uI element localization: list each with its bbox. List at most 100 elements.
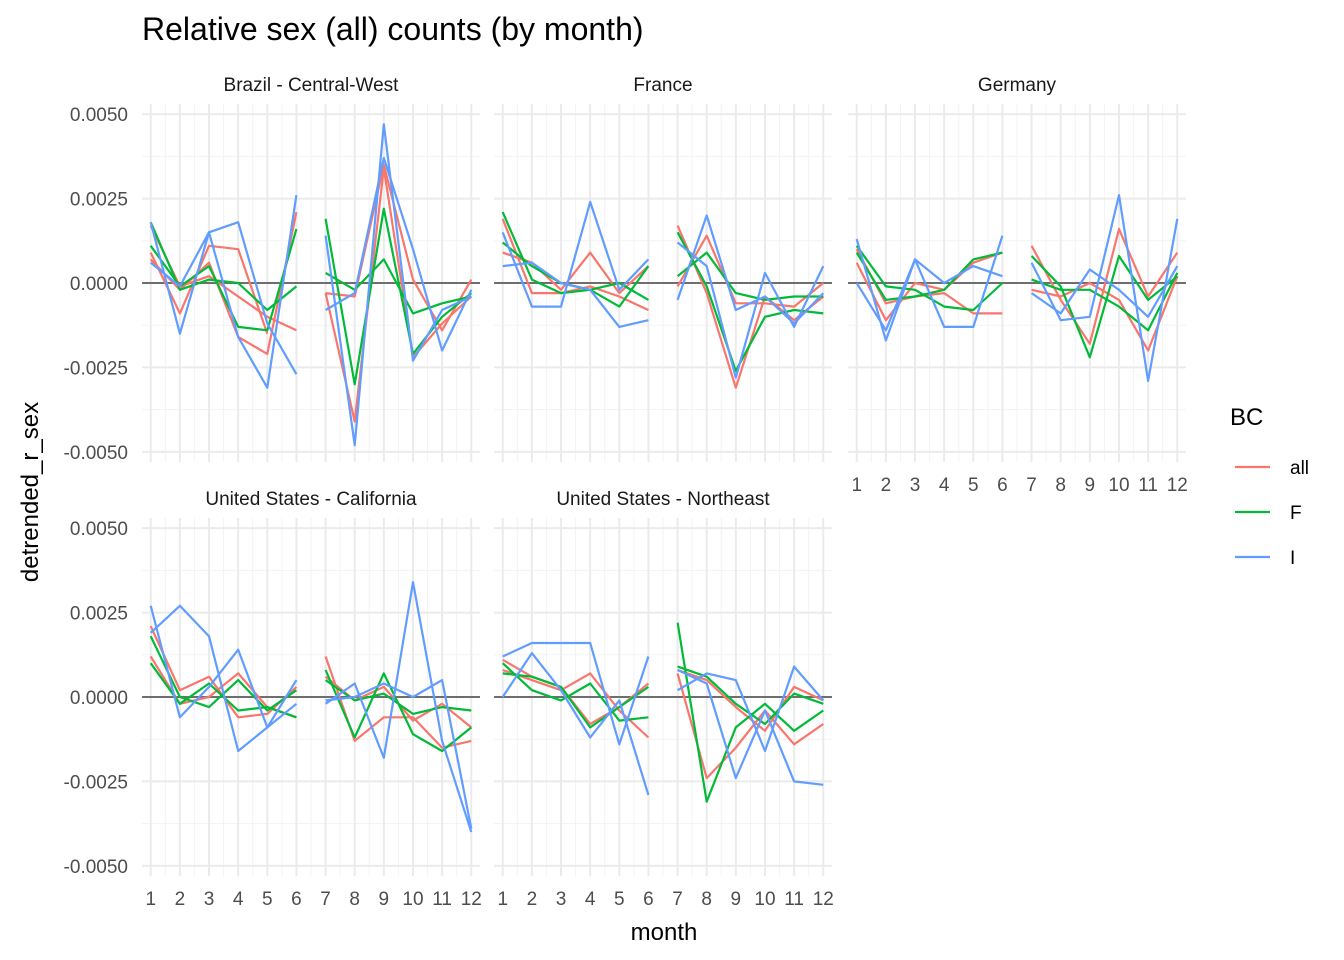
legend-label: I	[1290, 548, 1295, 569]
x-tick-label: 12	[461, 889, 482, 910]
x-tick-label: 6	[997, 475, 1008, 496]
x-tick-label: 6	[643, 889, 654, 910]
series-line-I	[325, 679, 473, 829]
series-line-I	[502, 261, 649, 328]
x-tick-label: 2	[175, 889, 186, 910]
series-line-all	[677, 668, 824, 732]
x-tick-label: 10	[754, 889, 775, 910]
x-tick-label: 11	[1138, 475, 1158, 496]
facet-panel: United States - California 0.0050 0.0025 0.…	[64, 489, 482, 910]
series-line-F	[1031, 272, 1179, 332]
series-line-I	[325, 156, 473, 352]
series-line-F	[501, 662, 649, 722]
series-line-I	[149, 605, 298, 729]
x-tick-label: 2	[881, 475, 892, 496]
facet-panels: Brazil - Central-West 0.0050 0.0025 0.0000 -…	[64, 75, 1188, 910]
x-tick-label: 9	[731, 889, 742, 910]
series-line-all	[1030, 227, 1179, 345]
series-line-I	[324, 123, 472, 447]
x-tick-label: 7	[320, 889, 331, 910]
x-tick-label: 12	[1167, 475, 1188, 496]
series-line-I	[677, 665, 825, 753]
series-line-I	[324, 581, 473, 833]
x-tick-label: 4	[233, 889, 244, 910]
facet-title: United States - Northeast	[556, 489, 770, 510]
x-tick-label: 3	[910, 475, 921, 496]
x-tick-label: 5	[614, 889, 625, 910]
legend-label: all	[1290, 458, 1309, 479]
legend: BC all F I	[1230, 404, 1309, 569]
x-tick-label: 1	[497, 889, 508, 910]
x-tick-label: 5	[968, 475, 979, 496]
series-line-I	[855, 258, 1003, 332]
series-line-F	[855, 245, 1004, 312]
facet-panel: France	[494, 75, 832, 462]
x-tick-label: 2	[527, 889, 538, 910]
x-tick-label: 1	[145, 889, 156, 910]
x-tick-label: 10	[1108, 475, 1129, 496]
x-tick-label: 11	[432, 889, 452, 910]
series-line-all	[1031, 275, 1179, 352]
x-tick-label: 3	[556, 889, 567, 910]
facet-title: France	[633, 75, 692, 96]
x-axis-title: month	[631, 919, 698, 946]
y-tick-label: 0.0050	[70, 519, 128, 540]
legend-title: BC	[1230, 404, 1263, 431]
series-line-F	[676, 251, 824, 301]
series-line-I	[676, 241, 825, 379]
x-tick-label: 7	[1026, 475, 1037, 496]
x-tick-label: 1	[851, 475, 862, 496]
series-line-I	[676, 214, 825, 325]
series-line-I	[502, 641, 650, 746]
series-line-all	[676, 673, 824, 780]
legend-label: F	[1290, 503, 1302, 524]
series-line-I	[501, 652, 650, 796]
series-line-I	[149, 195, 298, 389]
y-tick-label: 0.0050	[70, 105, 128, 126]
chart-title: Relative sex (all) counts (by month)	[142, 11, 644, 47]
x-tick-label: 12	[813, 889, 834, 910]
y-axis-title: detrended_r_sex	[17, 402, 44, 582]
x-tick-label: 8	[701, 889, 712, 910]
series-line-I	[501, 200, 650, 308]
x-tick-label: 5	[262, 889, 273, 910]
y-tick-label: 0.0025	[70, 604, 128, 625]
facet-title: United States - California	[205, 489, 417, 510]
series-line-F	[502, 672, 650, 729]
series-line-F	[501, 211, 650, 308]
y-tick-label: 0.0025	[70, 190, 128, 211]
x-tick-label: 4	[939, 475, 950, 496]
y-tick-label: 0.0000	[70, 688, 128, 709]
series-line-F	[676, 231, 824, 372]
series-line-I	[149, 604, 298, 753]
x-tick-label: 9	[1085, 475, 1096, 496]
x-tick-label: 3	[204, 889, 215, 910]
series-line-I	[1030, 265, 1179, 318]
x-tick-label: 8	[349, 889, 360, 910]
series-line-F	[1030, 254, 1178, 359]
series-line-I	[150, 221, 298, 375]
x-tick-label: 6	[291, 889, 302, 910]
x-tick-label: 7	[672, 889, 683, 910]
y-tick-label: -0.0025	[64, 772, 128, 793]
series-line-all	[855, 251, 1003, 322]
x-tick-label: 8	[1055, 475, 1066, 496]
facet-title: Germany	[978, 75, 1057, 96]
x-tick-label: 11	[784, 889, 804, 910]
series-line-F	[325, 258, 472, 315]
series-line-F	[324, 207, 472, 386]
y-tick-label: -0.0050	[64, 857, 128, 878]
y-tick-label: -0.0025	[64, 358, 128, 379]
series-line-all	[324, 167, 473, 423]
y-tick-label: 0.0000	[70, 274, 128, 295]
series-line-I	[677, 669, 824, 786]
y-tick-label: -0.0050	[64, 443, 128, 464]
x-tick-label: 10	[402, 889, 423, 910]
x-tick-label: 4	[585, 889, 596, 910]
facet-panel: Brazil - Central-West 0.0050 0.0025 0.0000 -…	[64, 75, 480, 464]
x-tick-label: 9	[379, 889, 390, 910]
facet-title: Brazil - Central-West	[224, 75, 400, 96]
